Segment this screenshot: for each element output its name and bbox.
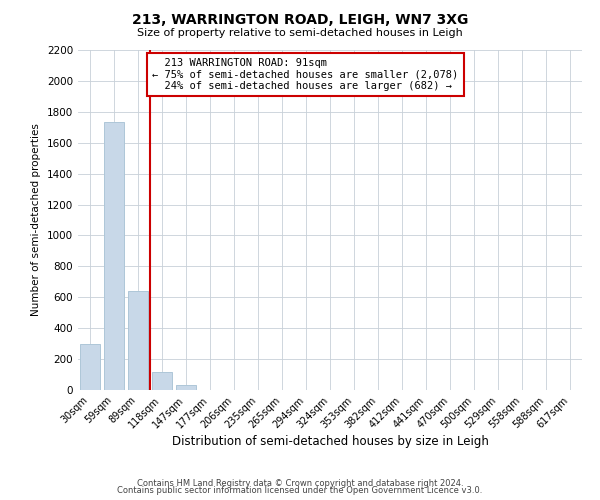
Text: Contains public sector information licensed under the Open Government Licence v3: Contains public sector information licen…: [118, 486, 482, 495]
Text: Size of property relative to semi-detached houses in Leigh: Size of property relative to semi-detach…: [137, 28, 463, 38]
Text: Contains HM Land Registry data © Crown copyright and database right 2024.: Contains HM Land Registry data © Crown c…: [137, 478, 463, 488]
Text: 213 WARRINGTON ROAD: 91sqm
← 75% of semi-detached houses are smaller (2,078)
  2: 213 WARRINGTON ROAD: 91sqm ← 75% of semi…: [152, 58, 458, 91]
Bar: [152, 372, 172, 390]
X-axis label: Distribution of semi-detached houses by size in Leigh: Distribution of semi-detached houses by …: [172, 436, 488, 448]
Y-axis label: Number of semi-detached properties: Number of semi-detached properties: [31, 124, 41, 316]
Bar: [128, 291, 148, 390]
Bar: [80, 344, 100, 390]
Text: 213, WARRINGTON ROAD, LEIGH, WN7 3XG: 213, WARRINGTON ROAD, LEIGH, WN7 3XG: [132, 12, 468, 26]
Bar: [104, 122, 124, 390]
Bar: [176, 386, 196, 390]
